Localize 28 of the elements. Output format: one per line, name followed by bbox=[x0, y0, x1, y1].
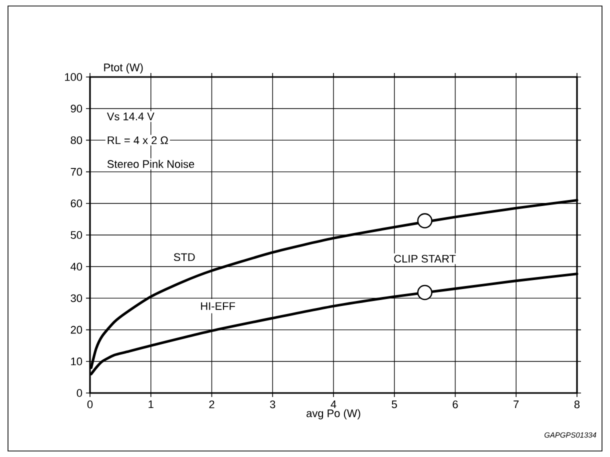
x-tick-label: 7 bbox=[514, 400, 519, 408]
x-axis-title: avg Po (W) bbox=[306, 409, 360, 420]
x-tick-label: 2 bbox=[209, 400, 214, 408]
annotation: CLIP START bbox=[394, 254, 456, 263]
x-tick-label: 0 bbox=[87, 400, 93, 408]
series-label: HI-EFF bbox=[201, 302, 236, 310]
y-tick-label: 40 bbox=[70, 262, 82, 270]
annotation: Stereo Pink Noise bbox=[107, 160, 194, 168]
y-tick-label: 70 bbox=[70, 168, 82, 176]
x-tick-label: 8 bbox=[574, 400, 580, 408]
y-tick-label: 30 bbox=[70, 294, 82, 302]
annotation: RL = 4 x 2 Ω bbox=[108, 136, 168, 144]
x-tick-label: 3 bbox=[270, 400, 276, 408]
x-tick-label: 6 bbox=[452, 400, 458, 408]
x-tick-label: 1 bbox=[148, 400, 154, 408]
y-tick-label: 20 bbox=[70, 326, 82, 334]
x-tick-label: 4 bbox=[330, 400, 336, 408]
y-tick-label: 100 bbox=[65, 73, 82, 81]
y-tick-label: 0 bbox=[76, 389, 82, 397]
y-tick-label: 90 bbox=[70, 104, 82, 112]
series-label: STD bbox=[174, 253, 195, 261]
y-axis-title: Ptot (W) bbox=[104, 63, 143, 74]
y-tick-label: 80 bbox=[70, 136, 82, 144]
y-tick-label: 10 bbox=[71, 358, 82, 366]
x-tick-label: 5 bbox=[392, 400, 397, 408]
y-tick-label: 50 bbox=[70, 231, 82, 239]
annotation: Vs 14.4 V bbox=[106, 112, 154, 120]
y-tick-label: 60 bbox=[70, 200, 82, 208]
